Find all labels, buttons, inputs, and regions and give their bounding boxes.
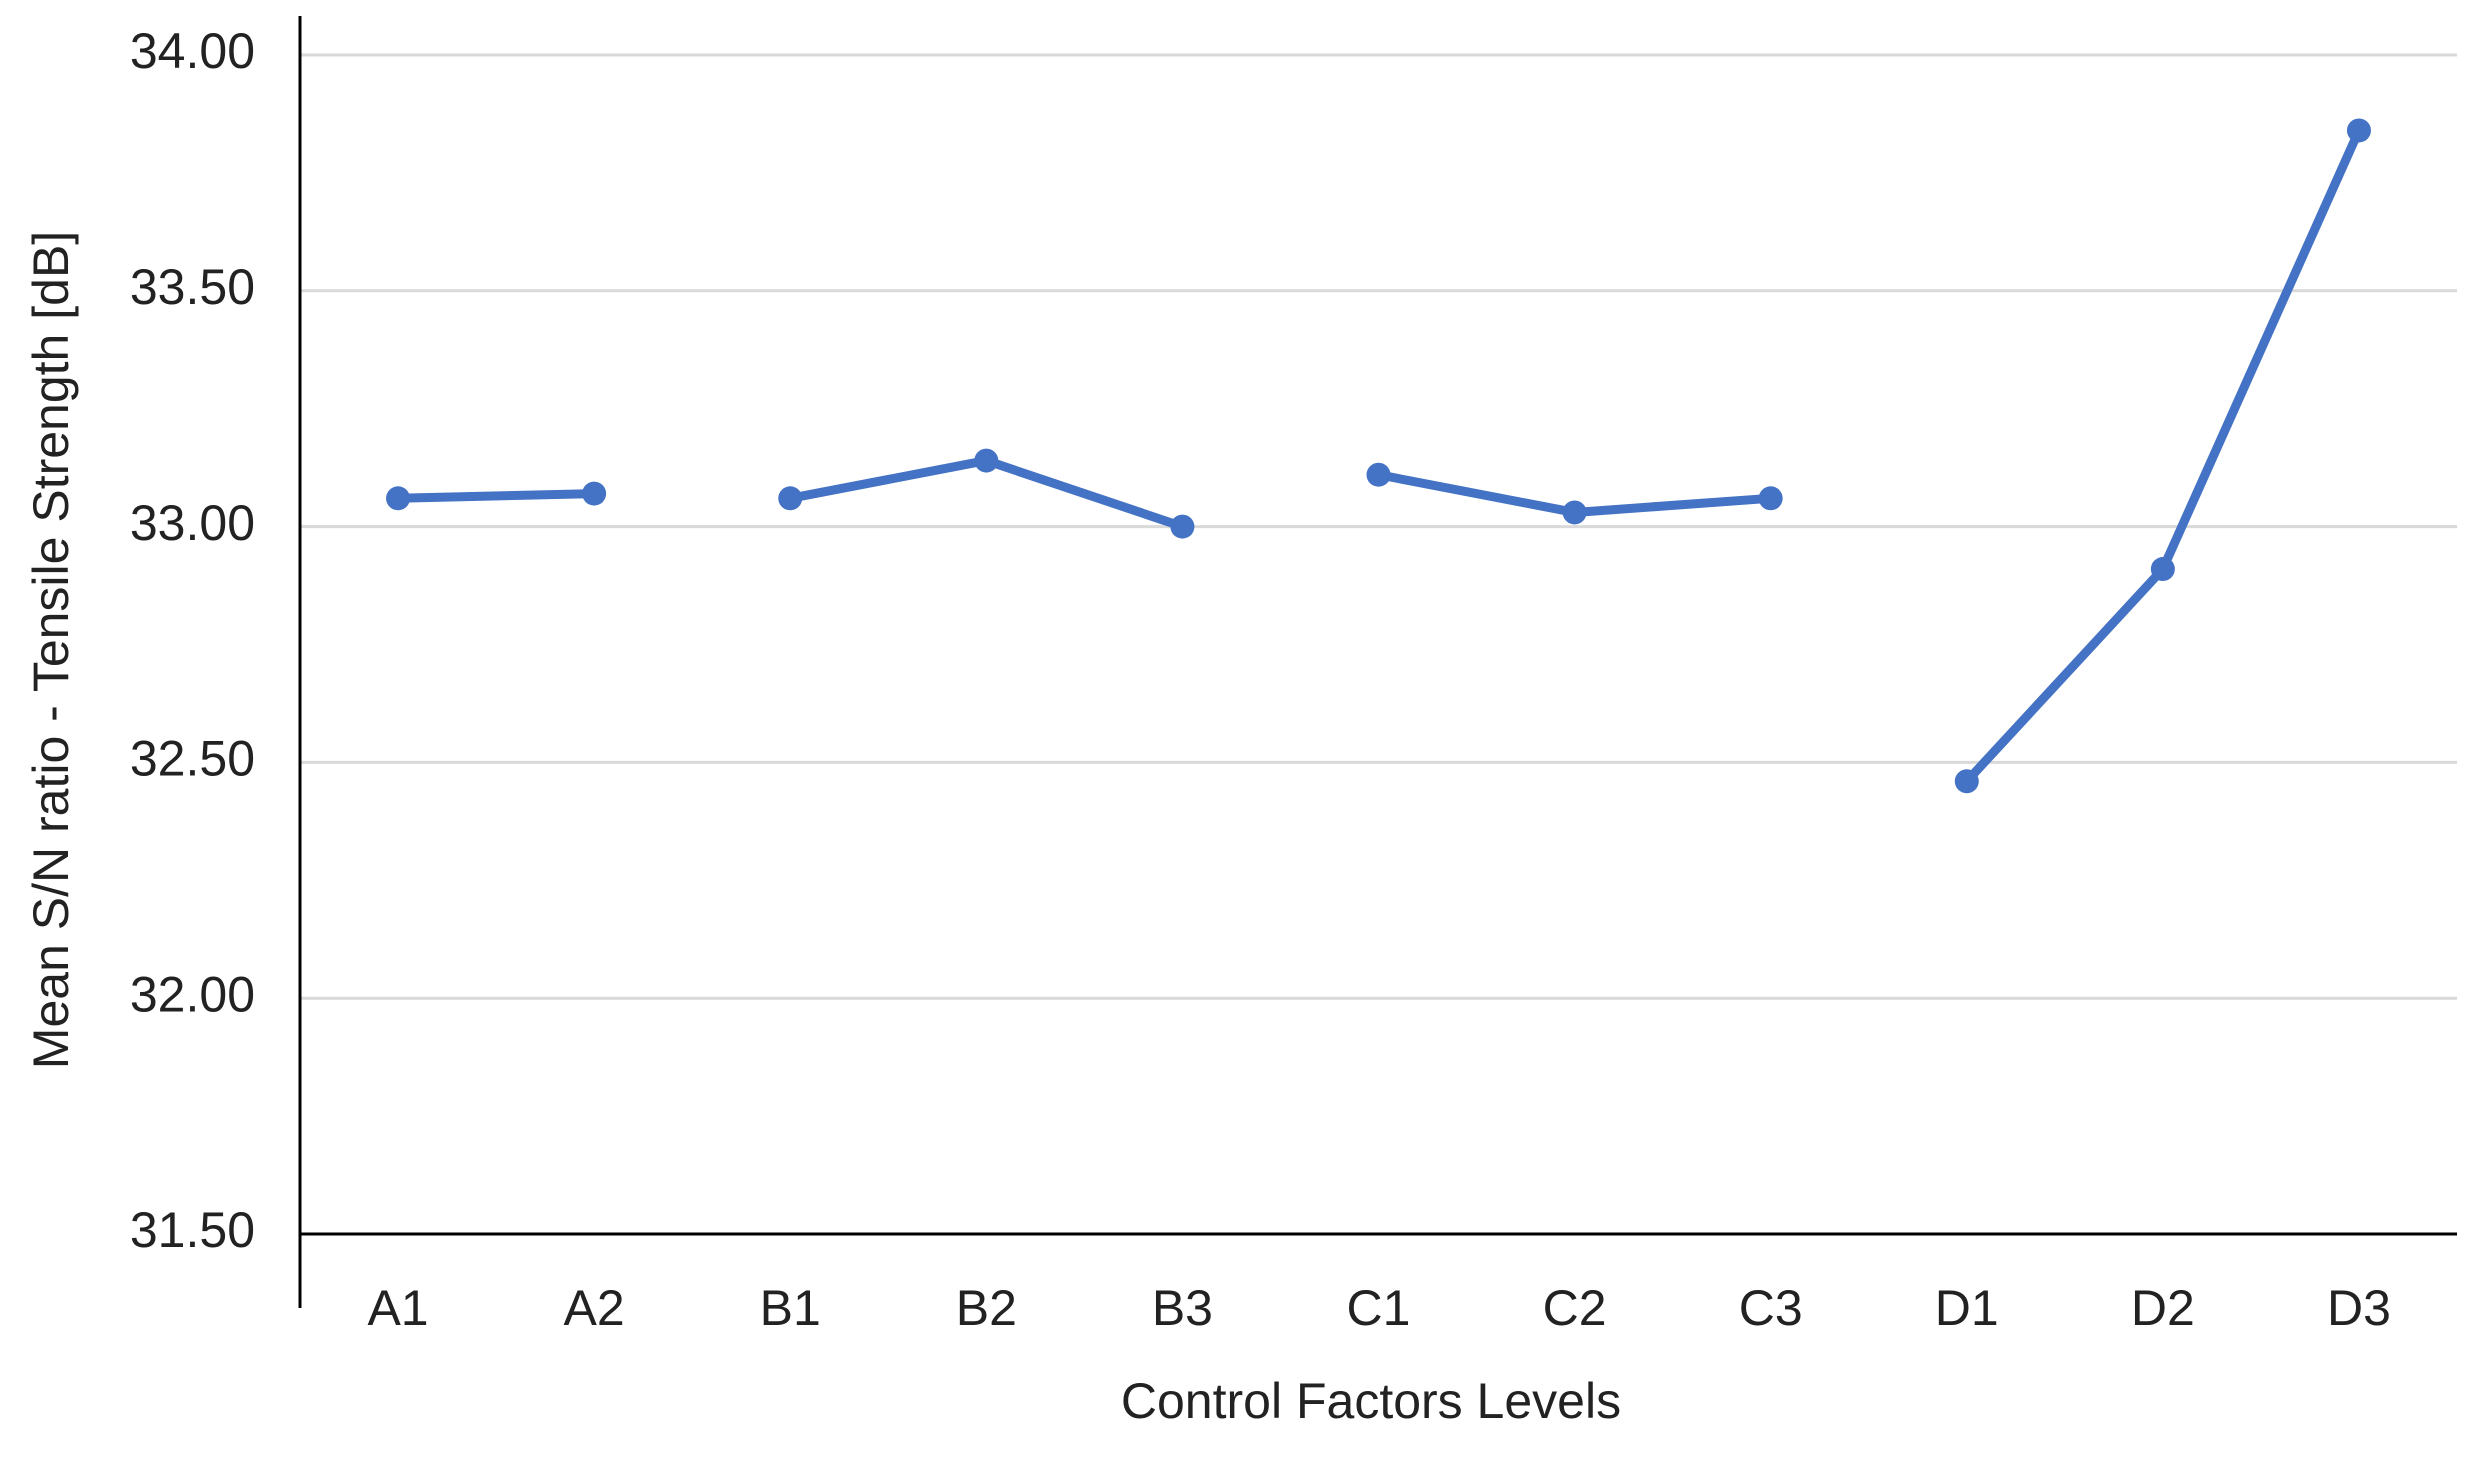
data-point [2150,557,2175,582]
data-point [386,486,411,511]
x-tick-label: A1 [367,1280,428,1336]
x-tick-label: D1 [1935,1280,1999,1336]
data-point [1954,769,1979,794]
y-tick-label: 33.50 [130,259,255,315]
x-tick-label: C1 [1347,1280,1411,1336]
data-point [2346,118,2371,143]
x-tick-label: A2 [564,1280,625,1336]
x-tick-label: C3 [1739,1280,1803,1336]
y-tick-label: 31.50 [130,1202,255,1258]
x-tick-label: D2 [2131,1280,2195,1336]
series-line [1963,128,2364,785]
x-tick-label: D3 [2327,1280,2391,1336]
y-tick-label: 34.00 [130,23,255,79]
data-point [1758,486,1783,511]
data-point [1366,462,1391,487]
data-point [582,481,607,506]
data-point [1170,514,1195,539]
series-line [397,489,595,503]
x-tick-label: B1 [760,1280,821,1336]
y-tick-label: 32.00 [130,966,255,1022]
y-tick-label: 33.00 [130,495,255,551]
data-point [778,486,803,511]
y-axis-label: Mean S/N ratio - Tensile Strength [dB] [23,231,79,1069]
data-point [1562,500,1587,525]
x-axis-label: Control Factors Levels [1121,1373,1621,1429]
x-tick-label: B3 [1152,1280,1213,1336]
x-tick-label: C2 [1543,1280,1607,1336]
y-tick-label: 32.50 [130,731,255,787]
data-point [974,448,999,473]
x-tick-label: B2 [956,1280,1017,1336]
